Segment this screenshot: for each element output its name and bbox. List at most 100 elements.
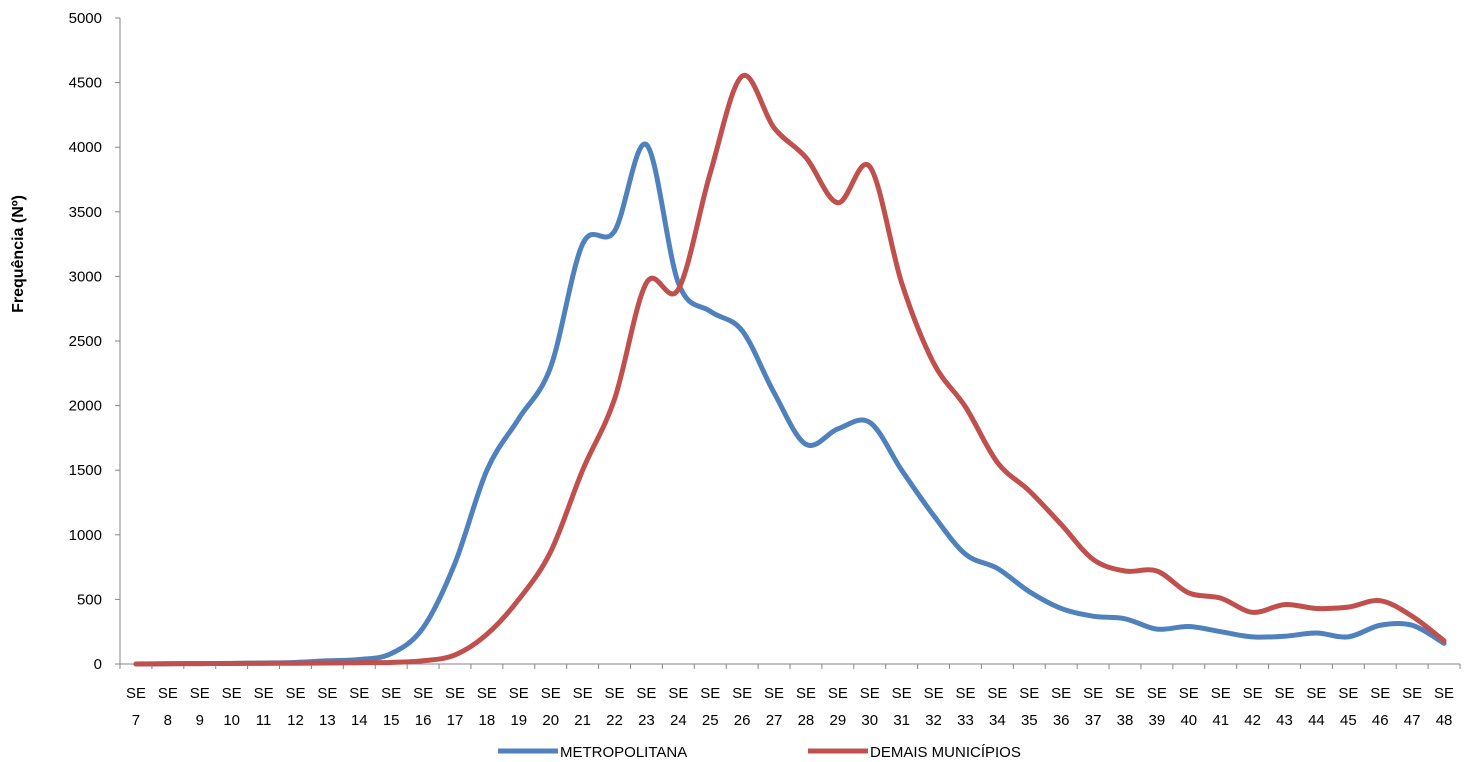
x-tick-label-line2: 15 <box>383 712 400 729</box>
x-tick-label: SE 47 <box>1402 685 1422 729</box>
legend-label: METROPOLITANA <box>560 744 687 761</box>
y-tick-label: 2500 <box>69 333 102 350</box>
x-tick-label: SE 35 <box>1019 685 1039 729</box>
x-tick-label-line1: SE <box>445 685 465 702</box>
x-tick-label-line1: SE <box>892 685 912 702</box>
x-tick-label-line1: SE <box>605 685 625 702</box>
x-tick-label-line2: 48 <box>1436 712 1453 729</box>
x-tick-label-line1: SE <box>1243 685 1263 702</box>
y-tick-label: 2000 <box>69 398 102 415</box>
x-tick-label: SE 18 <box>477 685 497 729</box>
x-tick-label-line1: SE <box>381 685 401 702</box>
x-tick-label: SE 42 <box>1243 685 1263 729</box>
x-tick-label: SE 23 <box>636 685 656 729</box>
x-tick-label: SE 26 <box>732 685 752 729</box>
x-tick-label-line2: 7 <box>132 712 140 729</box>
x-tick-label-line1: SE <box>955 685 975 702</box>
x-tick-label: SE 38 <box>1115 685 1135 729</box>
x-tick-label-line2: 13 <box>319 712 336 729</box>
x-tick-label: SE 15 <box>381 685 401 729</box>
legend: METROPOLITANA DEMAIS MUNICÍPIOS <box>498 744 1021 761</box>
x-tick-label-line1: SE <box>924 685 944 702</box>
x-tick-label: SE 14 <box>349 685 369 729</box>
x-tick-label-line2: 33 <box>957 712 974 729</box>
x-tick-label: SE 46 <box>1370 685 1390 729</box>
x-tick-label: SE 34 <box>987 685 1007 729</box>
x-tick-label: SE 13 <box>317 685 337 729</box>
x-tick-label: SE 39 <box>1147 685 1167 729</box>
x-tick-label-line1: SE <box>349 685 369 702</box>
x-tick-label: SE 30 <box>860 685 880 729</box>
x-tick-label-line2: 14 <box>351 712 368 729</box>
x-tick-label-line1: SE <box>668 685 688 702</box>
x-tick-label-line1: SE <box>828 685 848 702</box>
y-tick-label: 1500 <box>69 462 102 479</box>
x-tick-label-line2: 21 <box>574 712 591 729</box>
x-tick-label: SE 31 <box>892 685 912 729</box>
x-tick-label-line1: SE <box>1402 685 1422 702</box>
x-tick-label-line1: SE <box>413 685 433 702</box>
x-tick-label-line1: SE <box>477 685 497 702</box>
x-tick-label: SE 28 <box>796 685 816 729</box>
x-tick-label-line1: SE <box>1338 685 1358 702</box>
x-tick-label-line1: SE <box>573 685 593 702</box>
y-tick-label: 4500 <box>69 75 102 92</box>
x-tick-label-line1: SE <box>1179 685 1199 702</box>
series-lines <box>133 72 1447 667</box>
x-tick-label-line1: SE <box>1211 685 1231 702</box>
x-tick-label: SE 33 <box>955 685 975 729</box>
x-tick-label-line1: SE <box>509 685 529 702</box>
x-tick-label-line2: 38 <box>1117 712 1134 729</box>
x-tick-label: SE 48 <box>1434 685 1454 729</box>
x-axis: SE 7 SE 8 SE 9 SE 10 SE 11 SE 12 SE 13 SE 14 SE 15 SE 16 SE 1… <box>119 663 1461 729</box>
x-tick-label-line2: 39 <box>1149 712 1166 729</box>
x-tick-label-line1: SE <box>285 685 305 702</box>
x-tick-label-line1: SE <box>1051 685 1071 702</box>
x-tick-label-line1: SE <box>317 685 337 702</box>
x-tick-label-line1: SE <box>1083 685 1103 702</box>
x-tick-label: SE 41 <box>1211 685 1231 729</box>
x-tick-label-line1: SE <box>1434 685 1454 702</box>
x-tick-label-line2: 26 <box>734 712 751 729</box>
x-tick-label: SE 29 <box>828 685 848 729</box>
x-tick-label-line1: SE <box>222 685 242 702</box>
y-axis-label: Frequência (Nº) <box>10 195 27 313</box>
x-tick-label-line1: SE <box>1147 685 1167 702</box>
x-tick-label-line2: 40 <box>1180 712 1197 729</box>
y-tick-label: 1000 <box>69 527 102 544</box>
x-tick-label-line2: 20 <box>542 712 559 729</box>
x-tick-label: SE 12 <box>285 685 305 729</box>
x-tick-label-line2: 22 <box>606 712 623 729</box>
x-tick-label-line1: SE <box>796 685 816 702</box>
x-tick-label-line2: 28 <box>798 712 815 729</box>
x-tick-label: SE 37 <box>1083 685 1103 729</box>
x-tick-label-line2: 47 <box>1404 712 1421 729</box>
x-tick-label: SE 16 <box>413 685 433 729</box>
x-tick-label: SE 44 <box>1306 685 1326 729</box>
x-tick-label-line1: SE <box>1115 685 1135 702</box>
x-tick-label-line2: 16 <box>415 712 432 729</box>
x-tick-label-line2: 18 <box>479 712 496 729</box>
x-tick-label-line2: 11 <box>256 712 272 729</box>
x-tick-label-line2: 46 <box>1372 712 1389 729</box>
legend-item: METROPOLITANA <box>498 744 687 761</box>
x-tick-label-line2: 37 <box>1085 712 1102 729</box>
x-tick-label: SE 10 <box>222 685 242 729</box>
x-tick-label-line1: SE <box>700 685 720 702</box>
x-tick-label: SE 21 <box>573 685 593 729</box>
x-tick-label-line1: SE <box>1019 685 1039 702</box>
x-tick-label-line1: SE <box>636 685 656 702</box>
x-tick-label-line1: SE <box>764 685 784 702</box>
y-tick-label: 4000 <box>69 139 102 156</box>
x-tick-label: SE 19 <box>509 685 529 729</box>
x-tick-label-line1: SE <box>732 685 752 702</box>
x-tick-label-line2: 24 <box>670 712 687 729</box>
x-tick-label-line2: 31 <box>893 712 910 729</box>
x-tick-label: SE 24 <box>668 685 688 729</box>
legend-item: DEMAIS MUNICÍPIOS <box>808 744 1021 761</box>
x-tick-label-line2: 41 <box>1212 712 1229 729</box>
x-tick-label-line2: 45 <box>1340 712 1357 729</box>
x-tick-label-line2: 44 <box>1308 712 1325 729</box>
legend-label: DEMAIS MUNICÍPIOS <box>870 744 1021 761</box>
